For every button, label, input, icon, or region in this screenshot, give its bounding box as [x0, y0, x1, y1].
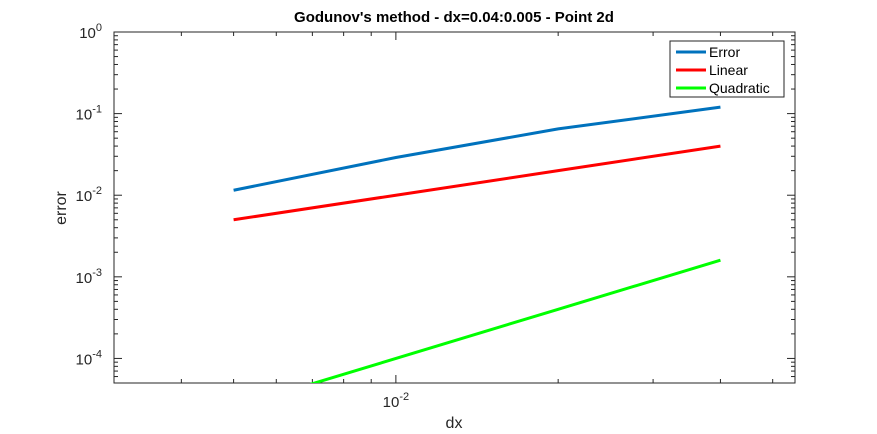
legend: Error Linear Quadratic — [669, 40, 785, 98]
x-tick-label: 10-2 — [383, 391, 409, 411]
y-axis-label: error — [53, 190, 70, 224]
x-axis-label: dx — [446, 415, 463, 432]
y-tick-label: 100 — [79, 22, 102, 42]
series-line-quadratic — [309, 258, 721, 383]
y-tick-label: 10-2 — [76, 185, 102, 205]
legend-label-error: Error — [709, 44, 740, 60]
y-tick-label: 10-3 — [76, 267, 102, 287]
legend-label-linear: Linear — [709, 62, 748, 78]
series-line-error — [233, 105, 721, 192]
chart-title: Godunov's method - dx=0.04:0.005 - Point… — [294, 9, 614, 26]
legend-label-quadratic: Quadratic — [709, 80, 770, 96]
series-line-linear — [233, 144, 721, 222]
y-tick-label: 10-4 — [76, 348, 102, 368]
y-tick-label: 10-1 — [76, 104, 102, 124]
